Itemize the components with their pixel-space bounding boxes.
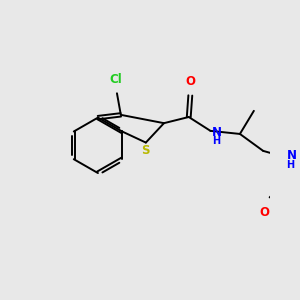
Text: N: N	[286, 149, 296, 162]
Text: H: H	[286, 160, 295, 170]
Text: N: N	[212, 126, 222, 139]
Text: S: S	[142, 144, 150, 157]
Text: H: H	[212, 136, 220, 146]
Text: Cl: Cl	[109, 73, 122, 85]
Text: O: O	[260, 206, 270, 219]
Text: O: O	[185, 75, 195, 88]
